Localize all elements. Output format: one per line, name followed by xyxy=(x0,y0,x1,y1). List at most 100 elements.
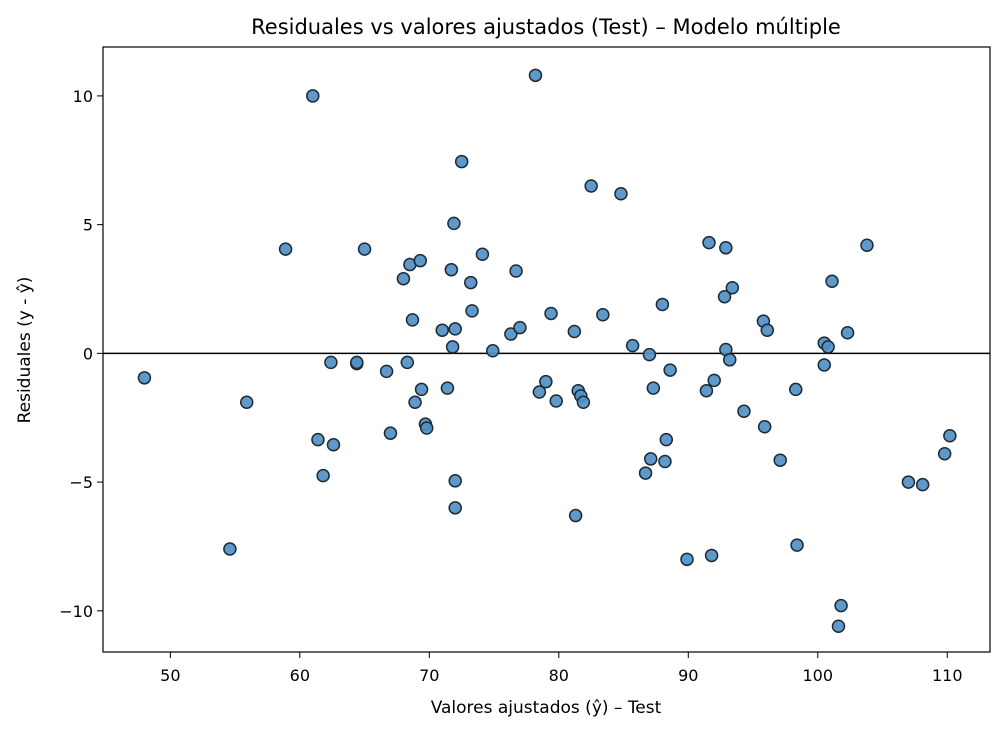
data-point xyxy=(789,382,803,397)
data-point xyxy=(445,340,460,354)
data-point xyxy=(465,304,479,318)
data-point xyxy=(817,358,832,372)
data-point xyxy=(311,432,325,447)
data-point xyxy=(901,475,916,489)
data-point xyxy=(326,438,341,452)
data-point xyxy=(625,338,640,353)
data-point xyxy=(659,432,674,447)
data-point xyxy=(137,371,152,385)
data-point xyxy=(943,428,957,443)
data-point xyxy=(568,508,583,523)
data-point xyxy=(400,355,415,370)
data-point xyxy=(509,264,523,278)
data-point xyxy=(717,289,732,304)
data-point xyxy=(435,323,450,337)
x-tick-label: 90 xyxy=(678,666,698,685)
data-point xyxy=(643,452,658,466)
data-point xyxy=(413,253,427,268)
x-axis-label: Valores ajustados (ŷ) – Test xyxy=(431,698,662,718)
data-point xyxy=(539,374,553,389)
data-point xyxy=(316,468,330,483)
y-tick-label: 0 xyxy=(83,344,93,363)
y-tick-label: −5 xyxy=(69,473,93,492)
data-point xyxy=(379,364,394,379)
data-point xyxy=(504,327,518,341)
data-point xyxy=(405,313,420,327)
x-tick-label: 80 xyxy=(549,666,569,685)
data-point xyxy=(663,363,677,377)
data-point xyxy=(486,344,500,358)
chart-title: Residuales vs valores ajustados (Test) –… xyxy=(251,15,841,39)
y-axis-label: Residuales (y - ŷ) xyxy=(15,277,35,424)
data-point xyxy=(396,271,411,286)
data-point xyxy=(576,395,591,410)
data-point xyxy=(454,154,469,169)
x-tick-label: 110 xyxy=(932,666,963,685)
data-point xyxy=(646,381,661,395)
data-point xyxy=(447,216,461,231)
data-point xyxy=(350,355,364,370)
data-point xyxy=(567,324,582,339)
data-point xyxy=(414,382,429,397)
data-point xyxy=(725,280,740,295)
data-point xyxy=(544,306,558,321)
data-point xyxy=(448,474,462,488)
data-point xyxy=(825,274,839,289)
data-point xyxy=(408,395,422,410)
data-point xyxy=(528,68,543,83)
data-point xyxy=(306,89,320,103)
y-tick-label: 10 xyxy=(73,87,93,106)
data-point xyxy=(831,619,846,634)
x-axis: 50 60 70 80 90 100 110 xyxy=(160,652,963,685)
data-point xyxy=(278,242,293,256)
data-point xyxy=(614,186,628,201)
data-point xyxy=(419,421,434,435)
data-point xyxy=(704,548,719,563)
data-point xyxy=(680,552,694,567)
data-point xyxy=(584,179,598,193)
data-point xyxy=(737,404,751,419)
data-point xyxy=(513,320,527,335)
data-point xyxy=(658,454,672,469)
data-point xyxy=(448,322,462,336)
data-point xyxy=(596,307,610,322)
plot-frame xyxy=(102,46,991,653)
data-point xyxy=(655,297,670,312)
data-point xyxy=(773,453,787,467)
x-tick-label: 50 xyxy=(160,666,180,685)
y-tick-label: 5 xyxy=(83,216,93,235)
data-point xyxy=(440,381,455,395)
data-point xyxy=(357,242,372,256)
y-tick-label: −10 xyxy=(59,602,93,621)
plot-area xyxy=(103,68,990,634)
data-point xyxy=(475,247,490,261)
data-point xyxy=(324,355,338,370)
data-point xyxy=(702,235,716,250)
x-tick-label: 70 xyxy=(419,666,439,685)
data-point xyxy=(860,238,874,252)
data-point xyxy=(719,241,733,255)
data-point xyxy=(383,426,398,440)
data-point xyxy=(757,419,772,434)
data-point xyxy=(448,501,462,515)
data-point xyxy=(937,447,952,461)
data-point xyxy=(699,383,714,398)
x-tick-label: 60 xyxy=(290,666,310,685)
data-point xyxy=(722,353,737,367)
data-point xyxy=(760,323,775,337)
data-point xyxy=(463,275,478,290)
data-point xyxy=(790,538,804,552)
data-point xyxy=(239,395,254,410)
data-point xyxy=(444,262,459,277)
data-point xyxy=(223,542,237,556)
data-point xyxy=(642,347,657,362)
data-point xyxy=(549,394,563,408)
data-point xyxy=(707,373,721,388)
data-point xyxy=(821,340,835,354)
data-point xyxy=(638,466,653,480)
y-axis: −10 −5 0 5 10 xyxy=(59,87,103,621)
data-point xyxy=(532,385,547,399)
x-tick-label: 100 xyxy=(803,666,834,685)
data-point xyxy=(834,598,848,613)
